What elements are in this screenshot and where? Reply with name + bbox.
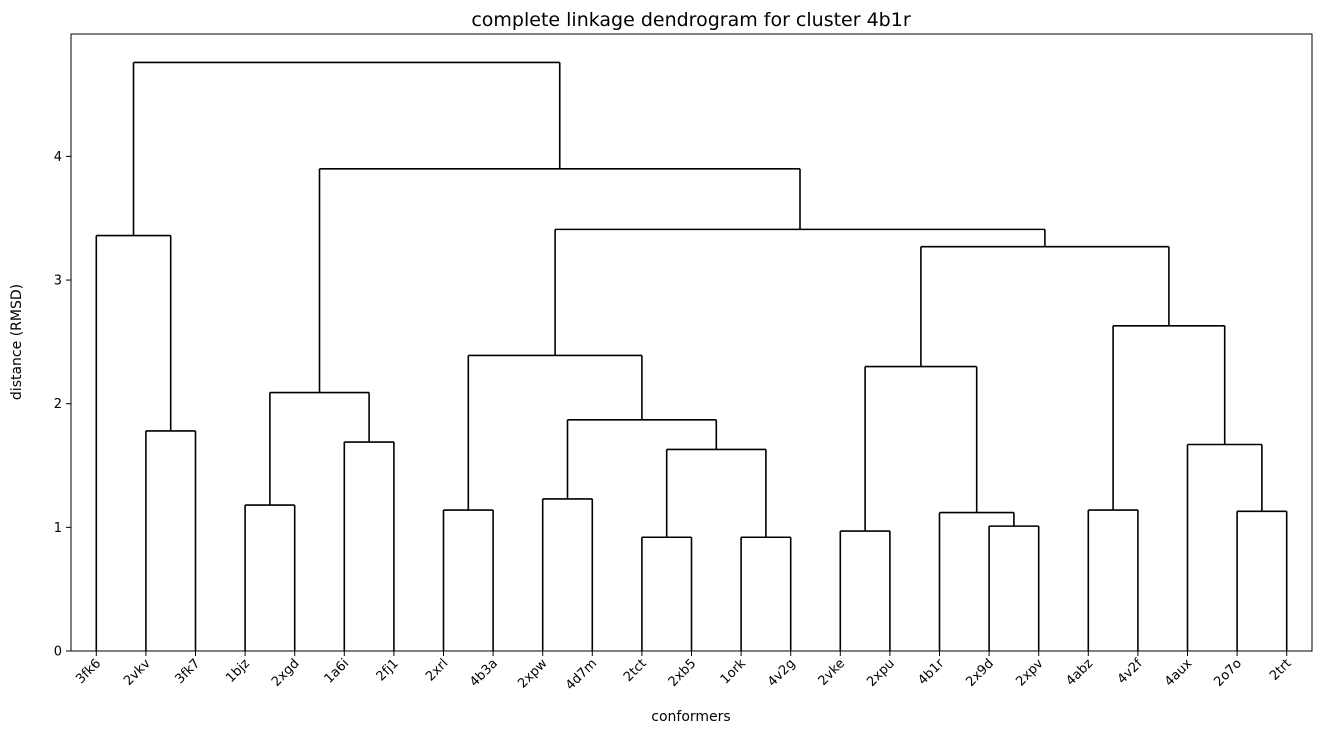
leaf-label-2xpv: 2xpv bbox=[1013, 656, 1046, 689]
leaf-label-3fk7: 3fk7 bbox=[172, 656, 203, 687]
leaf-label-3fk6: 3fk6 bbox=[73, 656, 104, 687]
leaf-label-4v2f: 4v2f bbox=[1115, 656, 1146, 687]
leaf-label-4d7m: 4d7m bbox=[563, 656, 600, 693]
leaf-label-2x9d: 2x9d bbox=[963, 656, 997, 690]
leaf-label-2tct: 2tct bbox=[621, 656, 650, 685]
leaf-label-2xpu: 2xpu bbox=[864, 656, 898, 690]
y-tick-label: 2 bbox=[54, 397, 62, 412]
leaf-label-2xrl: 2xrl bbox=[423, 656, 451, 684]
x-axis: 3fk6 2vkv 3fk7 1bjz 2xgd 1a6i 2fj1 2xrl 4b3a 2xpw… bbox=[73, 651, 1295, 693]
leaf-label-2o7o: 2o7o bbox=[1211, 656, 1245, 690]
leaf-label-4v2g: 4v2g bbox=[765, 656, 799, 690]
y-tick-label: 4 bbox=[54, 150, 62, 165]
x-axis-label: conformers bbox=[651, 709, 730, 725]
y-axis-label: distance (RMSD) bbox=[9, 284, 25, 400]
leaf-label-4b1r: 4b1r bbox=[915, 656, 947, 688]
chart-title: complete linkage dendrogram for cluster … bbox=[471, 9, 910, 31]
leaf-label-2vke: 2vke bbox=[816, 656, 849, 689]
leaf-label-4aux: 4aux bbox=[1162, 656, 1196, 690]
leaf-label-2fj1: 2fj1 bbox=[374, 656, 402, 684]
leaf-label-1a6i: 1a6i bbox=[322, 656, 352, 686]
leaf-label-2xb5: 2xb5 bbox=[666, 656, 700, 690]
leaf-label-2trt: 2trt bbox=[1267, 656, 1294, 683]
dendrogram-links bbox=[95, 61, 1288, 651]
leaf-label-1ork: 1ork bbox=[718, 656, 750, 688]
leaf-label-2xpw: 2xpw bbox=[515, 656, 551, 692]
y-axis: 0 1 2 3 4 bbox=[54, 150, 71, 660]
leaf-label-4b3a: 4b3a bbox=[467, 656, 501, 690]
y-tick-label: 0 bbox=[54, 645, 62, 660]
y-tick-label: 3 bbox=[54, 274, 62, 289]
leaf-label-1bjz: 1bjz bbox=[223, 656, 253, 686]
leaf-label-4abz: 4abz bbox=[1063, 656, 1096, 689]
y-tick-label: 1 bbox=[54, 521, 62, 536]
leaf-label-2vkv: 2vkv bbox=[121, 656, 154, 689]
leaf-label-2xgd: 2xgd bbox=[269, 656, 303, 690]
